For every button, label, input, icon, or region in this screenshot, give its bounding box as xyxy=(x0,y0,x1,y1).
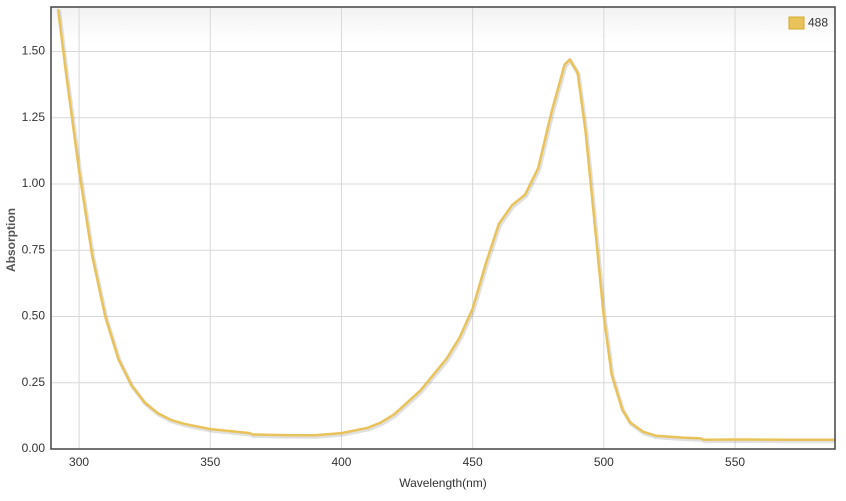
x-tick-label: 500 xyxy=(594,455,614,469)
legend-swatch xyxy=(788,16,805,30)
x-axis-label: Wavelength(nm) xyxy=(399,476,487,490)
x-tick-label: 550 xyxy=(725,455,745,469)
y-axis-label: Absorption xyxy=(4,208,18,272)
plot-border xyxy=(50,6,836,450)
x-tick-label: 300 xyxy=(69,455,89,469)
y-tick-label: 0.75 xyxy=(22,242,46,256)
x-tick-label: 350 xyxy=(200,455,220,469)
plot-area xyxy=(51,7,835,449)
legend-label: 488 xyxy=(808,16,828,30)
y-tick-label: 0.25 xyxy=(22,375,46,389)
y-tick-label: 0.50 xyxy=(22,309,46,323)
y-tick-label: 1.00 xyxy=(22,176,46,190)
y-tick-label: 1.25 xyxy=(22,110,46,124)
x-tick-label: 450 xyxy=(463,455,483,469)
y-tick-label: 1.50 xyxy=(22,44,46,58)
y-tick-label: 0.00 xyxy=(22,441,46,455)
x-tick-label: 400 xyxy=(331,455,351,469)
data-line xyxy=(56,8,835,441)
